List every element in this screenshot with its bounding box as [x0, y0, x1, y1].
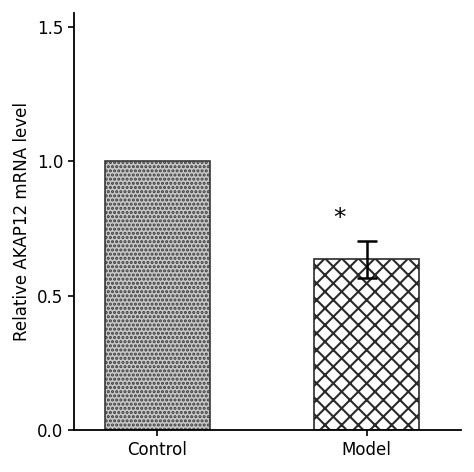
Y-axis label: Relative AKAP12 mRNA level: Relative AKAP12 mRNA level	[13, 102, 31, 341]
Text: *: *	[333, 206, 346, 230]
Bar	[314, 260, 419, 430]
Bar	[105, 161, 210, 430]
